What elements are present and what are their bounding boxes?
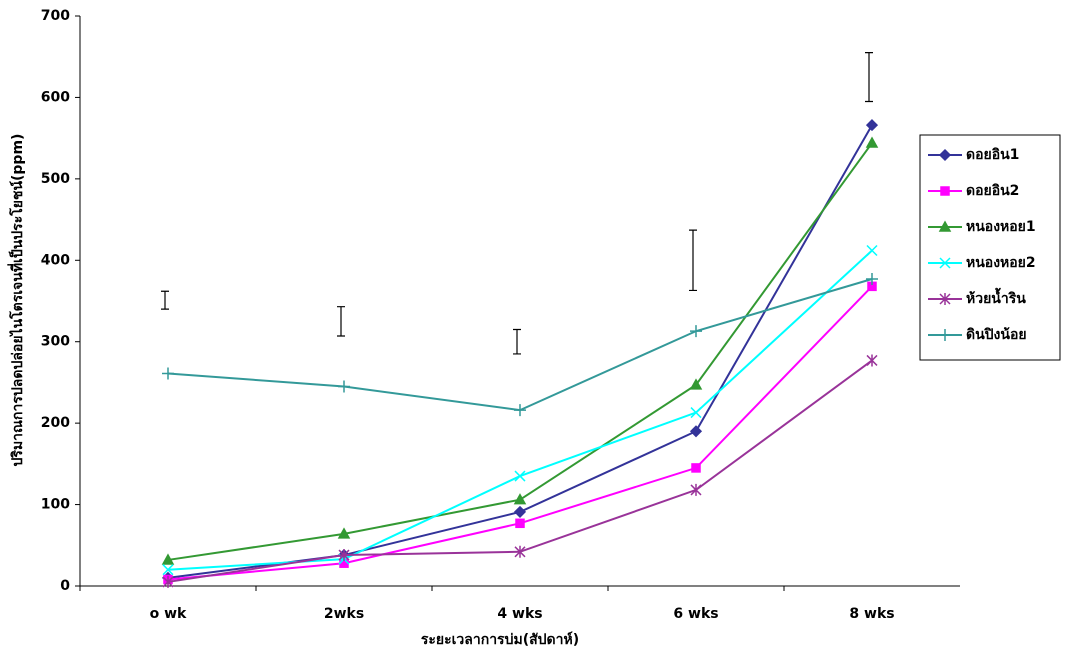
marker: [690, 325, 702, 337]
marker: [867, 354, 877, 366]
marker: [515, 495, 525, 504]
marker: [338, 381, 350, 393]
marker: [515, 507, 525, 517]
y-tick-label: 300: [41, 334, 70, 350]
legend-label: ดอยอิน1: [966, 147, 1019, 163]
marker: [692, 464, 700, 472]
marker: [691, 408, 701, 418]
marker: [867, 138, 877, 147]
marker: [515, 471, 525, 481]
legend-label: ดอยอิน2: [966, 183, 1019, 199]
x-tick-label: 4 wks: [497, 606, 542, 622]
legend-label: หนองหอย1: [966, 219, 1036, 235]
y-tick-label: 500: [41, 171, 70, 187]
marker: [691, 426, 701, 436]
y-tick-label: 200: [41, 415, 70, 431]
y-tick-label: 400: [41, 252, 70, 268]
marker: [691, 484, 701, 496]
error-bar: [513, 330, 521, 354]
marker: [516, 519, 524, 527]
legend-label: หนองหอย2: [966, 255, 1036, 271]
marker: [867, 120, 877, 130]
series-line: [168, 286, 872, 579]
marker: [867, 246, 877, 256]
x-tick-label: 2wks: [324, 606, 364, 622]
error-bar: [689, 230, 697, 290]
error-bar: [337, 307, 345, 336]
y-axis-label: ปริมาณการปลดปล่อยไนโตรเจนที่เป็นประโยชน์…: [7, 134, 26, 467]
marker: [514, 404, 526, 416]
x-axis-label: ระยะเวลาการบ่ม(สัปดาห์): [421, 631, 579, 648]
marker: [162, 367, 174, 379]
x-tick-label: 6 wks: [673, 606, 718, 622]
chart: ระยะเวลาการบ่ม(สัปดาห์) ปริมาณการปลดปล่อ…: [0, 0, 1069, 654]
marker: [941, 187, 949, 195]
x-tick-label: 8 wks: [849, 606, 894, 622]
error-bar: [865, 53, 873, 102]
error-bar: [161, 291, 169, 309]
y-tick-label: 600: [41, 89, 70, 105]
legend-label: ดินปิงน้อย: [966, 327, 1027, 343]
y-tick-label: 700: [41, 8, 70, 24]
series-line: [168, 279, 872, 410]
y-tick-label: 100: [41, 497, 70, 513]
y-tick-label: 0: [60, 578, 70, 594]
x-tick-label: o wk: [150, 606, 187, 622]
